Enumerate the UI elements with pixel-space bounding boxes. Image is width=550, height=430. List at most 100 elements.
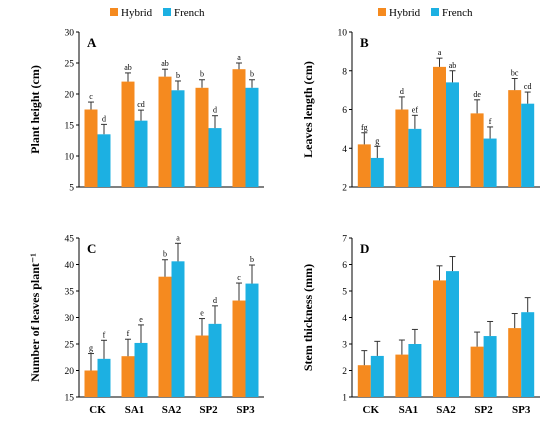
bar-hybrid bbox=[232, 69, 246, 187]
y-tick-label: 5 bbox=[69, 184, 74, 194]
bar-french bbox=[171, 90, 185, 187]
bar-hybrid bbox=[158, 276, 172, 397]
bar-french bbox=[171, 261, 185, 397]
y-tick-label: 25 bbox=[65, 60, 75, 70]
significance-letter: g bbox=[375, 136, 379, 145]
significance-letter: d bbox=[102, 114, 106, 123]
significance-letter: d bbox=[400, 87, 404, 96]
y-tick-label: 40 bbox=[65, 261, 75, 271]
bar-french bbox=[408, 344, 422, 397]
x-category-label: CK bbox=[89, 404, 106, 416]
significance-letter: d bbox=[213, 296, 217, 305]
y-tick-label: 5 bbox=[342, 288, 347, 298]
panel-label: B bbox=[360, 35, 369, 50]
significance-letter: cd bbox=[524, 82, 532, 91]
bar-hybrid bbox=[357, 365, 371, 397]
y-tick-label: 15 bbox=[65, 122, 75, 132]
legend-swatch-hybrid bbox=[378, 8, 386, 16]
y-tick-label: 45 bbox=[65, 235, 75, 245]
legend-swatch-hybrid bbox=[110, 8, 118, 16]
x-category-label: CK bbox=[363, 404, 380, 416]
significance-letter: cd bbox=[137, 100, 145, 109]
y-axis-title: Leaves length (cm) bbox=[301, 61, 315, 158]
bar-french bbox=[521, 312, 535, 397]
bar-hybrid bbox=[508, 90, 522, 187]
y-axis-title: Plant height (cm) bbox=[28, 65, 42, 154]
significance-letter: ab bbox=[161, 59, 169, 68]
bar-hybrid bbox=[158, 76, 172, 187]
bar-hybrid bbox=[84, 109, 98, 187]
bar-hybrid bbox=[508, 328, 522, 397]
significance-letter: b bbox=[176, 71, 180, 80]
bar-hybrid bbox=[433, 66, 446, 187]
x-category-label: SP2 bbox=[199, 404, 218, 416]
bar-hybrid bbox=[195, 335, 209, 397]
significance-letter: f bbox=[489, 117, 492, 126]
significance-letter: a bbox=[438, 48, 442, 57]
bar-hybrid bbox=[357, 144, 371, 187]
bar-french bbox=[446, 82, 459, 187]
bar-french bbox=[521, 103, 535, 187]
y-tick-label: 15 bbox=[65, 394, 75, 404]
bar-hybrid bbox=[121, 81, 135, 187]
x-category-label: SA2 bbox=[162, 404, 182, 416]
y-tick-label: 4 bbox=[342, 145, 347, 155]
x-category-label: SA1 bbox=[125, 404, 145, 416]
significance-letter: ab bbox=[449, 61, 457, 70]
y-tick-label: 35 bbox=[65, 288, 75, 298]
y-tick-label: 25 bbox=[65, 341, 75, 351]
y-tick-label: 6 bbox=[342, 106, 347, 116]
y-tick-label: 20 bbox=[65, 367, 75, 377]
x-category-label: SP3 bbox=[512, 404, 531, 416]
y-tick-label: 7 bbox=[342, 235, 347, 245]
bar-hybrid bbox=[395, 354, 409, 397]
bar-hybrid bbox=[470, 346, 484, 397]
y-tick-label: 2 bbox=[342, 367, 347, 377]
bar-hybrid bbox=[195, 87, 209, 187]
significance-letter: b bbox=[200, 70, 204, 79]
significance-letter: e bbox=[200, 309, 204, 318]
x-category-label: SA2 bbox=[436, 404, 456, 416]
significance-letter: ef bbox=[412, 105, 419, 114]
x-category-label: SP3 bbox=[236, 404, 255, 416]
significance-letter: ab bbox=[124, 63, 132, 72]
significance-letter: b bbox=[250, 255, 254, 264]
bar-french bbox=[483, 336, 497, 397]
panel-label: A bbox=[87, 35, 97, 50]
bar-french bbox=[134, 342, 148, 397]
y-axis-title: Stem thickness (mm) bbox=[301, 264, 315, 371]
legend-swatch-french bbox=[163, 8, 171, 16]
legend-label: French bbox=[442, 7, 473, 19]
panel-label: C bbox=[87, 241, 96, 256]
bar-french bbox=[446, 271, 459, 397]
significance-letter: f bbox=[127, 329, 130, 338]
y-tick-label: 8 bbox=[342, 67, 347, 77]
x-category-label: SA1 bbox=[399, 404, 419, 416]
significance-letter: fg bbox=[361, 123, 368, 132]
bar-hybrid bbox=[121, 356, 135, 397]
significance-letter: g bbox=[89, 344, 93, 353]
y-tick-label: 20 bbox=[65, 91, 75, 101]
y-tick-label: 10 bbox=[65, 153, 75, 163]
y-tick-label: 30 bbox=[65, 314, 75, 324]
bar-hybrid bbox=[470, 113, 484, 187]
y-axis-title: Number of leaves plant⁻¹ bbox=[28, 253, 42, 382]
bar-french bbox=[97, 134, 111, 187]
bar-hybrid bbox=[395, 109, 409, 187]
bar-hybrid bbox=[433, 280, 446, 397]
y-tick-label: 4 bbox=[342, 314, 347, 324]
y-tick-label: 2 bbox=[342, 184, 347, 194]
y-tick-label: 10 bbox=[338, 29, 348, 39]
legend-label: Hybrid bbox=[389, 7, 421, 19]
bar-hybrid bbox=[232, 300, 246, 397]
legend-label: Hybrid bbox=[121, 7, 153, 19]
bar-french bbox=[245, 87, 259, 187]
bar-french bbox=[97, 358, 111, 397]
y-tick-label: 6 bbox=[342, 261, 347, 271]
significance-letter: b bbox=[250, 70, 254, 79]
bar-hybrid bbox=[84, 370, 98, 397]
legend-label: French bbox=[174, 7, 205, 19]
significance-letter: a bbox=[176, 233, 180, 242]
bar-french bbox=[134, 120, 148, 187]
bar-french bbox=[370, 355, 384, 397]
